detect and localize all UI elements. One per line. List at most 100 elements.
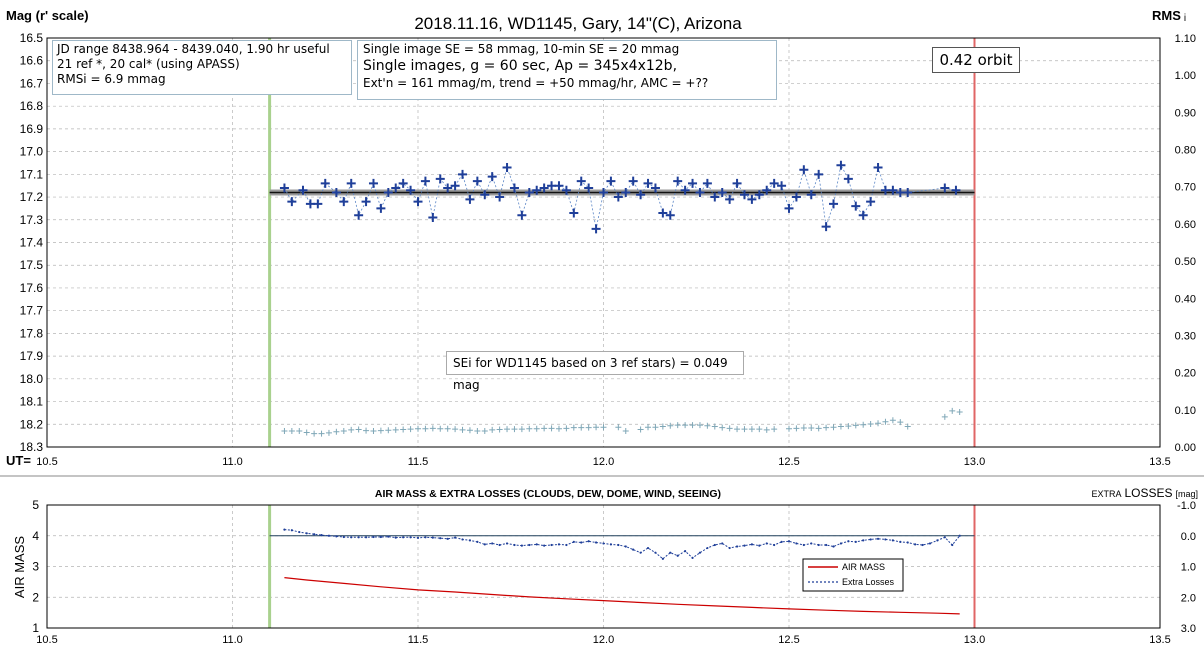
lower-y2-label-pre: EXTRA bbox=[1091, 489, 1121, 499]
magnitude-point bbox=[413, 197, 423, 207]
main-y2-tick-label: 1.10 bbox=[1175, 33, 1196, 45]
rms-point bbox=[437, 425, 444, 432]
orbit-label: 0.42 orbit bbox=[932, 47, 1020, 73]
lower-x-tick-label: 11.5 bbox=[408, 634, 429, 646]
extra-losses-point bbox=[862, 539, 865, 542]
extra-losses-point bbox=[594, 541, 598, 544]
magnitude-point bbox=[695, 188, 705, 198]
magnitude-point bbox=[361, 197, 371, 207]
rms-point bbox=[637, 426, 644, 433]
main-y2-tick-label: 0.40 bbox=[1175, 293, 1196, 305]
extra-losses-point bbox=[676, 554, 679, 557]
extra-losses-point bbox=[431, 536, 434, 539]
magnitude-point bbox=[502, 163, 512, 173]
main-x-tick-label: 13.5 bbox=[1149, 456, 1170, 468]
rms-point bbox=[578, 424, 585, 431]
legend-box bbox=[802, 558, 904, 592]
info-box-left: JD range 8438.964 - 8439.040, 1.90 hr us… bbox=[52, 40, 352, 95]
rms-point bbox=[830, 424, 837, 431]
extra-losses-point bbox=[750, 543, 754, 546]
magnitude-point bbox=[702, 178, 712, 188]
magnitude-point bbox=[747, 194, 757, 204]
magnitude-point bbox=[821, 222, 831, 232]
extra-losses-point bbox=[758, 544, 761, 547]
extra-losses-point bbox=[557, 543, 561, 546]
main-y-tick-label: 18.1 bbox=[20, 395, 44, 409]
extra-losses-point bbox=[283, 528, 286, 531]
main-y2-axis-label-sub: i bbox=[1184, 13, 1186, 24]
magnitude-point bbox=[287, 197, 297, 207]
extra-losses-point bbox=[454, 536, 457, 539]
extra-losses-point bbox=[320, 534, 323, 537]
magnitude-point bbox=[517, 210, 527, 220]
magnitude-point bbox=[383, 188, 393, 198]
rms-point bbox=[882, 418, 889, 425]
magnitude-point bbox=[866, 197, 876, 207]
airmass-line bbox=[284, 577, 960, 615]
lower-x-tick-label: 12.5 bbox=[778, 634, 799, 646]
rms-point bbox=[533, 425, 540, 432]
lower-plot-frame bbox=[46, 504, 1161, 629]
rms-point bbox=[422, 425, 429, 432]
extra-losses-point bbox=[528, 543, 531, 547]
main-tick-labels: 16.5 16.6 16.7 16.8 16.9 17.0 17.1 17.2 17.3 17.4… bbox=[20, 31, 1196, 468]
rms-point bbox=[541, 425, 548, 432]
extra-losses-point bbox=[580, 541, 583, 544]
lower-y2-axis-label: EXTRA LOSSES [mag] bbox=[1091, 486, 1198, 500]
main-x-tick-label: 12.0 bbox=[593, 456, 614, 468]
rms-point bbox=[674, 422, 681, 429]
main-x-tick-label: 10.5 bbox=[36, 456, 57, 468]
rms-point bbox=[600, 424, 607, 431]
info-box-mid: Single image SE = 58 mmag, 10-min SE = 2… bbox=[357, 40, 777, 100]
extra-losses-point bbox=[906, 541, 909, 544]
main-y-tick-label: 17.4 bbox=[20, 236, 44, 250]
rms-point bbox=[288, 428, 295, 435]
magnitude-point bbox=[739, 190, 749, 200]
rms-point bbox=[645, 424, 652, 431]
rms-point bbox=[696, 422, 703, 429]
lower-chart-title: AIR MASS & EXTRA LOSSES (CLOUDS, DEW, DO… bbox=[375, 488, 721, 500]
main-y-tick-label: 16.9 bbox=[20, 122, 44, 136]
info-left-line-1: JD range 8438.964 - 8439.040, 1.90 hr us… bbox=[57, 42, 330, 56]
extra-losses-point bbox=[617, 543, 620, 547]
lower-y2-tick-label: -1.0 bbox=[1177, 500, 1196, 512]
magnitude-point bbox=[636, 190, 646, 200]
magnitude-point bbox=[628, 176, 638, 186]
main-y-tick-label: 18.3 bbox=[20, 440, 44, 454]
rms-point bbox=[303, 429, 310, 436]
main-y-tick-label: 16.8 bbox=[20, 99, 44, 113]
rms-point bbox=[429, 425, 436, 432]
extra-losses-point bbox=[550, 543, 553, 547]
extra-losses-point bbox=[572, 540, 575, 544]
lower-y2-tick-label: 1.0 bbox=[1181, 562, 1196, 574]
extra-losses-point bbox=[327, 534, 331, 537]
rms-point bbox=[652, 424, 659, 431]
rms-point bbox=[466, 427, 473, 434]
magnitude-point bbox=[524, 188, 534, 198]
magnitude-point bbox=[784, 203, 794, 213]
magnitude-point bbox=[509, 183, 519, 193]
rms-point bbox=[489, 426, 496, 433]
lower-y-tick-label: 4 bbox=[32, 529, 39, 543]
lower-legend: AIR MASS Extra Losses bbox=[802, 558, 904, 592]
magnitude-point bbox=[650, 183, 660, 193]
magnitude-point bbox=[643, 178, 653, 188]
lower-y-tick-label: 2 bbox=[32, 590, 39, 604]
rms-point bbox=[734, 426, 741, 433]
extra-losses-point bbox=[520, 544, 523, 547]
rms-point bbox=[748, 426, 755, 433]
extra-losses-point bbox=[587, 540, 590, 543]
rms-point bbox=[407, 426, 414, 433]
magnitude-point bbox=[799, 165, 809, 175]
rms-point bbox=[311, 430, 318, 437]
extra-losses-point bbox=[313, 533, 316, 536]
lower-grid bbox=[46, 504, 1161, 629]
info-mid-line-1: Single image SE = 58 mmag, 10-min SE = 2… bbox=[363, 42, 680, 56]
lower-y2-tick-label: 0.0 bbox=[1181, 531, 1196, 543]
lower-y-tick-label: 3 bbox=[32, 560, 39, 574]
rms-point bbox=[889, 417, 896, 424]
magnitude-point bbox=[725, 194, 735, 204]
magnitude-point bbox=[376, 203, 386, 213]
main-y-tick-label: 17.5 bbox=[20, 258, 44, 272]
rms-point bbox=[444, 425, 451, 432]
